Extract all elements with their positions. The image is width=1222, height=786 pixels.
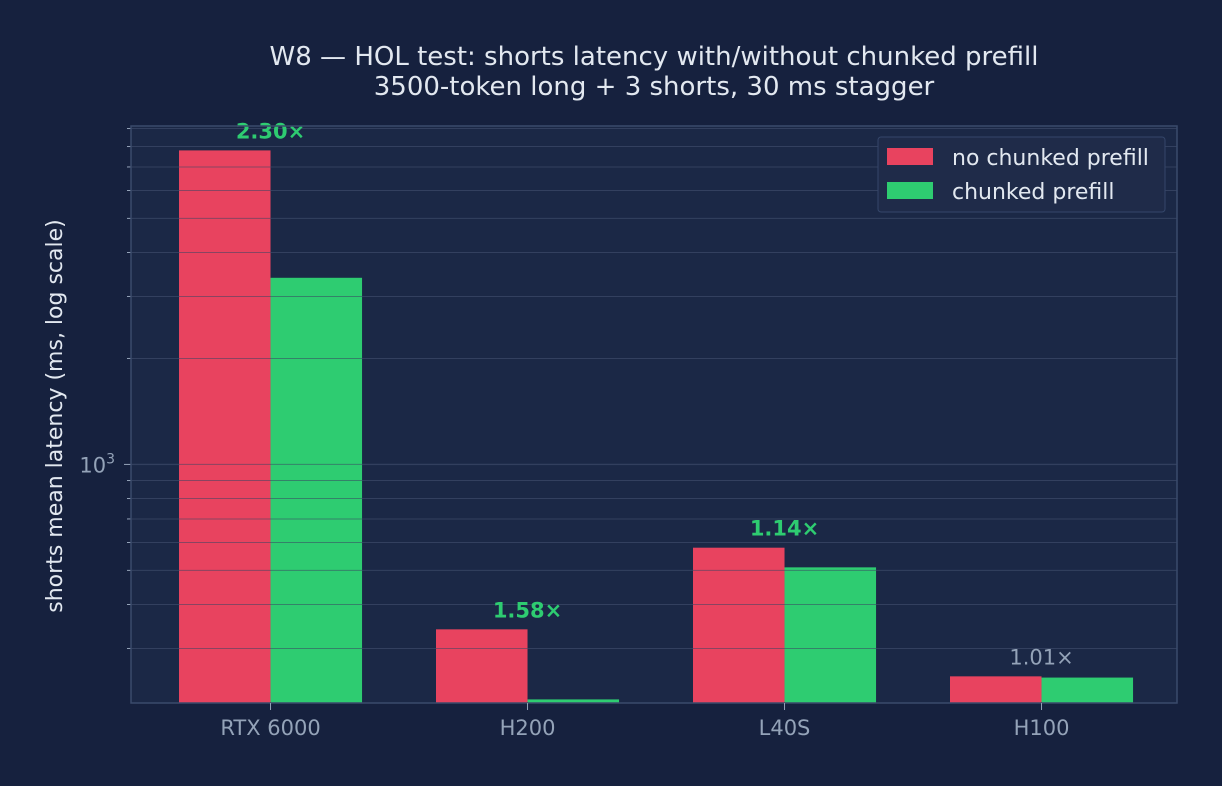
legend-swatch [887,148,933,165]
legend: no chunked prefill chunked prefill [878,137,1165,212]
bar-chunked-3 [1042,678,1134,703]
ratio-label: 1.58× [493,598,562,622]
y-tick-label: 103 [79,451,115,477]
legend-swatch [887,182,933,199]
x-tick-label: RTX 6000 [220,716,320,740]
bar-no-chunked-2 [693,548,785,703]
bar-no-chunked-0 [179,150,271,703]
legend-label: chunked prefill [952,180,1115,205]
bar-no-chunked-1 [436,629,528,703]
bar-no-chunked-3 [950,676,1042,703]
ratio-label: 2.30× [236,119,305,143]
chart-subtitle: 3500-token long + 3 shorts, 30 ms stagge… [374,72,935,102]
x-tick-label: L40S [759,716,811,740]
bar-chunked-0 [271,278,363,703]
y-axis-label: shorts mean latency (ms, log scale) [43,219,68,612]
x-tick-label: H200 [500,716,556,740]
ratio-label: 1.14× [750,517,819,541]
legend-label: no chunked prefill [952,146,1149,171]
chart-title: W8 — HOL test: shorts latency with/witho… [270,42,1039,72]
bar-chunked-2 [785,567,877,703]
ratio-label: 1.01× [1009,645,1073,669]
x-tick-label: H100 [1014,716,1070,740]
